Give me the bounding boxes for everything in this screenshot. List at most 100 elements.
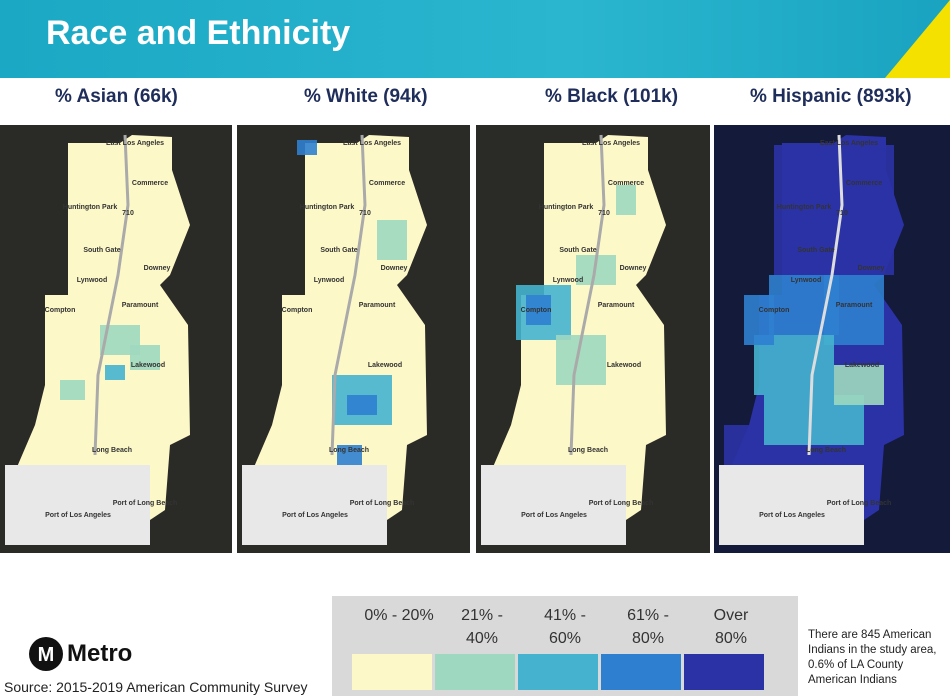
map: East Los Angeles Commerce Huntington Park S… <box>0 125 232 553</box>
map-title: % White (94k) <box>304 86 428 107</box>
header-band <box>0 0 950 78</box>
place-label: Port of Long Beach <box>113 500 178 507</box>
metro-logo: M <box>29 637 63 671</box>
map-title: % Black (101k) <box>545 86 679 107</box>
legend-swatch <box>601 654 681 690</box>
legend-swatch <box>684 654 764 690</box>
legend-label: 21% - 40% <box>461 607 503 647</box>
map: East Los Angeles Commerce Huntington Park S… <box>476 125 710 553</box>
port-area <box>242 465 387 545</box>
place-label: Paramount <box>836 302 873 309</box>
place-label: Downey <box>858 265 885 272</box>
tract-patch <box>834 365 884 405</box>
tract-patch <box>130 345 160 370</box>
place-label: East Los Angeles <box>582 140 640 147</box>
legend-swatch <box>435 654 515 690</box>
place-label: Long Beach <box>568 447 608 454</box>
place-label: Commerce <box>846 180 882 187</box>
place-label: Paramount <box>598 302 635 309</box>
place-label: 710 <box>836 210 848 217</box>
note: There are 845 American Indians in the st… <box>808 629 937 686</box>
place-label: Compton <box>45 307 76 314</box>
place-label: 710 <box>122 210 134 217</box>
place-label: Huntington Park <box>63 204 118 211</box>
place-label: Port of Long Beach <box>589 500 654 507</box>
place-label: Compton <box>282 307 313 314</box>
tract-patch <box>616 185 636 215</box>
tract-patch <box>60 380 85 400</box>
freeway <box>330 134 367 456</box>
freeway <box>569 134 606 456</box>
place-label: South Gate <box>559 247 596 254</box>
map-title: % Asian (66k) <box>55 86 178 107</box>
logo-text: Metro <box>67 640 133 667</box>
tract-patch <box>824 275 884 345</box>
place-label: Huntington Park <box>300 204 355 211</box>
legend-label: 41% - 60% <box>544 607 586 647</box>
place-label: Commerce <box>132 180 168 187</box>
freeway <box>807 134 844 456</box>
tract-patch <box>526 295 551 325</box>
place-label: Downey <box>381 265 408 272</box>
map-title: % Hispanic (893k) <box>750 86 912 107</box>
place-label: Commerce <box>608 180 644 187</box>
map: East Los Angeles Commerce Huntington Park S… <box>237 125 470 553</box>
legend-label: 0% - 20% <box>364 607 434 624</box>
place-label: Lakewood <box>607 362 641 369</box>
place-label: Port of Los Angeles <box>45 512 111 519</box>
study-area <box>5 135 190 545</box>
place-label: Lakewood <box>845 362 879 369</box>
place-label: Commerce <box>369 180 405 187</box>
place-label: Huntington Park <box>777 204 832 211</box>
place-label: Port of Los Angeles <box>759 512 825 519</box>
place-label: South Gate <box>320 247 357 254</box>
place-label: Lynwood <box>791 277 821 284</box>
place-label: Paramount <box>359 302 396 309</box>
source: Source: 2015-2019 American Community Sur… <box>4 679 308 695</box>
slide-title: Race and Ethnicity <box>46 14 351 52</box>
port-area <box>5 465 150 545</box>
place-label: Compton <box>759 307 790 314</box>
map: East Los Angeles Commerce Huntington Park S… <box>714 125 950 553</box>
place-label: Lynwood <box>553 277 583 284</box>
place-label: South Gate <box>797 247 834 254</box>
place-label: Port of Long Beach <box>827 500 892 507</box>
place-label: Compton <box>521 307 552 314</box>
legend-swatch <box>518 654 598 690</box>
place-label: Port of Los Angeles <box>282 512 348 519</box>
place-label: Long Beach <box>329 447 369 454</box>
tract-patch <box>297 140 317 155</box>
place-label: 710 <box>598 210 610 217</box>
place-label: 710 <box>359 210 371 217</box>
tract-patch <box>347 395 377 415</box>
place-label: Port of Los Angeles <box>521 512 587 519</box>
legend-swatch <box>352 654 432 690</box>
place-label: East Los Angeles <box>106 140 164 147</box>
place-label: Port of Long Beach <box>350 500 415 507</box>
port-area <box>481 465 626 545</box>
corner-accent <box>885 0 950 78</box>
place-label: Long Beach <box>92 447 132 454</box>
place-label: East Los Angeles <box>820 140 878 147</box>
tract-patch <box>744 295 774 345</box>
maps: East Los Angeles Commerce Huntington Park S… <box>0 125 950 553</box>
place-label: East Los Angeles <box>343 140 401 147</box>
tract-patch <box>105 365 125 380</box>
place-label: Lakewood <box>368 362 402 369</box>
legend-label: Over 80% <box>713 607 749 647</box>
place-label: Lynwood <box>314 277 344 284</box>
place-label: Paramount <box>122 302 159 309</box>
place-label: Downey <box>620 265 647 272</box>
place-label: South Gate <box>83 247 120 254</box>
legend: 0% - 20% 21% - 40% 41% - 60% 61% - 80% Over … <box>332 596 798 696</box>
freeway <box>93 134 130 456</box>
place-label: Long Beach <box>806 447 846 454</box>
tract-patch <box>377 220 407 260</box>
svg-text:M: M <box>38 644 55 666</box>
place-label: Lakewood <box>131 362 165 369</box>
legend-label: 61% - 80% <box>627 607 669 647</box>
place-label: Huntington Park <box>539 204 594 211</box>
place-label: Lynwood <box>77 277 107 284</box>
place-label: Downey <box>144 265 171 272</box>
